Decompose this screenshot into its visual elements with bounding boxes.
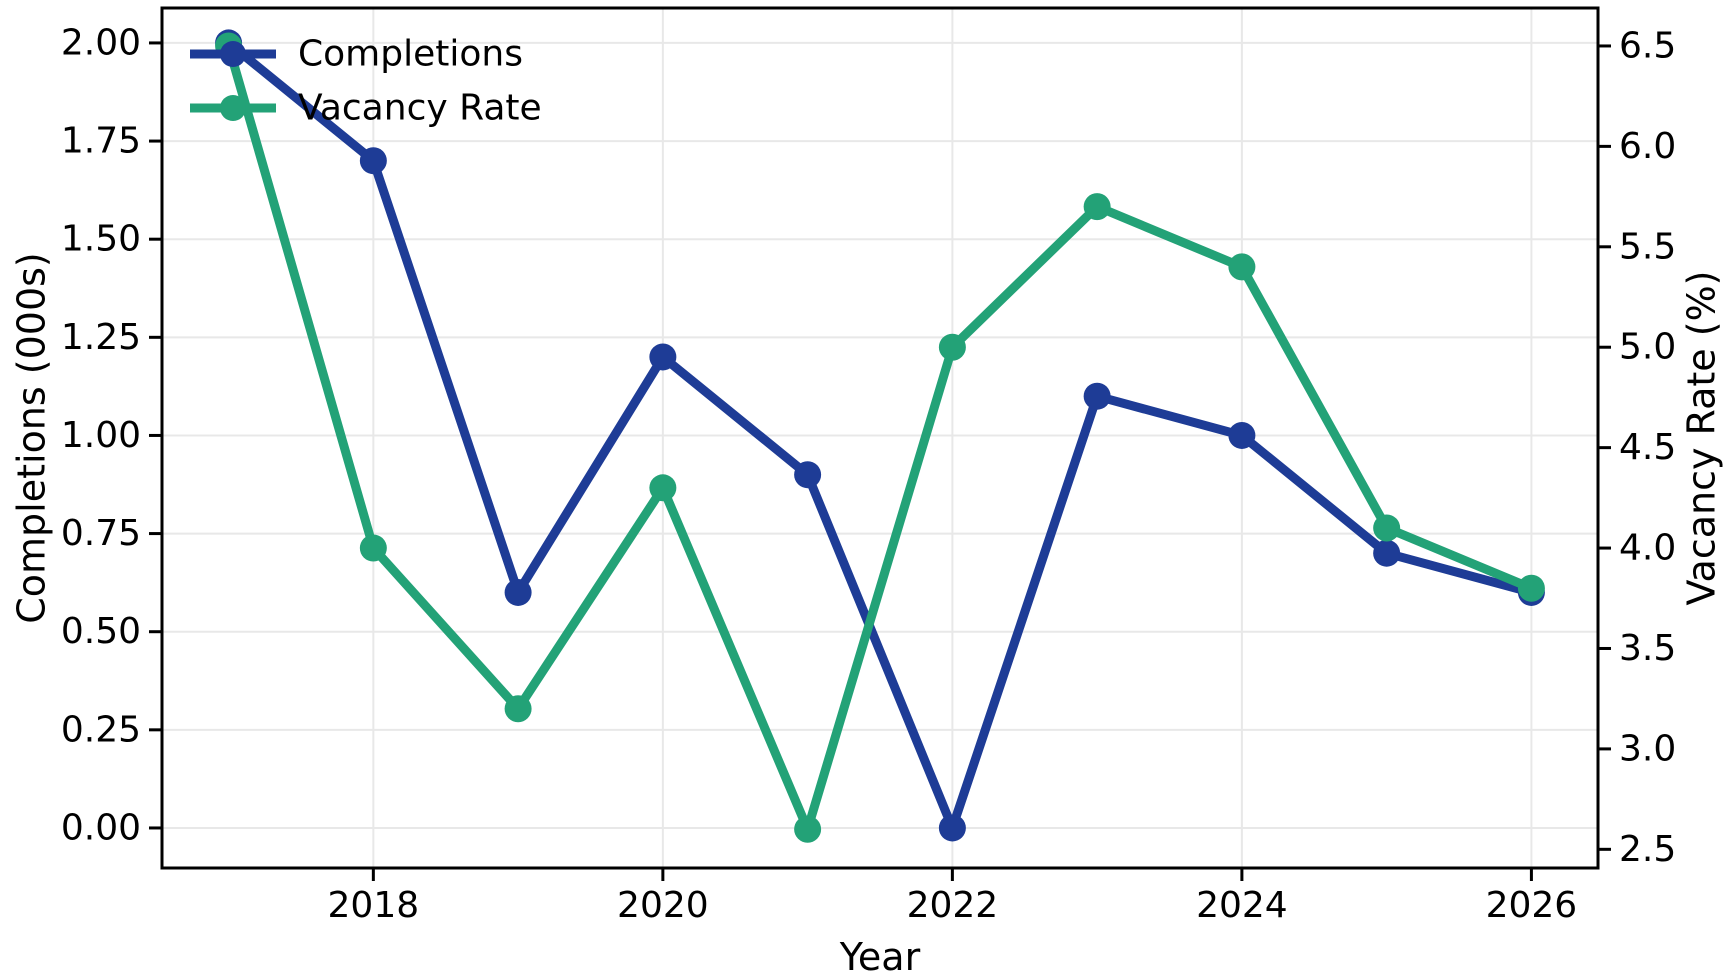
- left-y-tick-label: 0.00: [61, 807, 141, 848]
- data-point-vacancy-rate: [359, 534, 387, 562]
- data-point-completions: [938, 814, 966, 842]
- plot-border: [160, 6, 1600, 870]
- legend-marker-vacancy-rate: [220, 95, 246, 121]
- right-axis-title: Vacancy Rate (%): [1680, 270, 1724, 605]
- left-y-tick-label: 1.00: [61, 415, 141, 456]
- right-y-tick-label: 3.5: [1619, 628, 1676, 669]
- data-point-completions: [1373, 539, 1401, 567]
- left-y-tick-label: 0.50: [61, 611, 141, 652]
- axes-layer: 0.00 0.25 0.50 0.75 1.00 1.25 1.50 1.75 2.00 2.5 3…: [61, 6, 1676, 926]
- data-point-completions: [1083, 382, 1111, 410]
- right-y-tick-label: 6.0: [1619, 126, 1676, 167]
- right-y-tick-label: 6.5: [1619, 25, 1676, 66]
- left-y-tick-label: 2.00: [61, 22, 141, 63]
- data-point-vacancy-rate: [1517, 574, 1545, 602]
- legend-item-vacancy-rate: Vacancy Rate: [190, 88, 542, 129]
- left-y-tick-label: 0.25: [61, 709, 141, 750]
- legend-label-vacancy-rate: Vacancy Rate: [298, 88, 542, 129]
- data-point-vacancy-rate: [1373, 514, 1401, 542]
- gridlines: [162, 8, 1598, 868]
- legend-item-completions: Completions: [190, 34, 523, 75]
- data-point-vacancy-rate: [938, 333, 966, 361]
- data-point-completions: [504, 578, 532, 606]
- data-point-vacancy-rate: [504, 695, 532, 723]
- data-point-vacancy-rate: [794, 815, 822, 843]
- data-point-vacancy-rate: [1083, 193, 1111, 221]
- x-tick-label: 2022: [907, 885, 999, 926]
- left-y-tick-label: 0.75: [61, 513, 141, 554]
- data-point-vacancy-rate: [1228, 253, 1256, 281]
- data-point-completions: [359, 147, 387, 175]
- x-tick-label: 2018: [328, 885, 420, 926]
- left-axis-title: Completions (000s): [10, 252, 54, 624]
- data-point-completions: [794, 461, 822, 489]
- x-tick-label: 2020: [617, 885, 709, 926]
- right-y-tick-label: 5.0: [1619, 327, 1676, 368]
- series-layer: [215, 29, 1545, 843]
- legend-label-completions: Completions: [298, 34, 523, 75]
- left-y-tick-label: 1.50: [61, 219, 141, 260]
- x-tick-label: 2024: [1196, 885, 1288, 926]
- series-line-vacancy-rate: [224, 41, 1536, 834]
- x-tick-label: 2026: [1486, 885, 1578, 926]
- legend: Completions Vacancy Rate: [190, 34, 542, 129]
- series-line-completions: [224, 38, 1536, 833]
- right-y-tick-label: 4.0: [1619, 528, 1676, 569]
- right-y-tick-label: 4.5: [1619, 427, 1676, 468]
- legend-marker-completions: [220, 41, 246, 67]
- x-axis-title: Year: [839, 935, 921, 976]
- data-point-completions: [649, 343, 677, 371]
- left-y-tick-label: 1.25: [61, 317, 141, 358]
- right-y-tick-label: 2.5: [1619, 829, 1676, 870]
- data-point-completions: [1228, 421, 1256, 449]
- right-y-tick-label: 3.0: [1619, 728, 1676, 769]
- right-y-tick-label: 5.5: [1619, 226, 1676, 267]
- data-point-vacancy-rate: [649, 474, 677, 502]
- left-y-tick-label: 1.75: [61, 121, 141, 162]
